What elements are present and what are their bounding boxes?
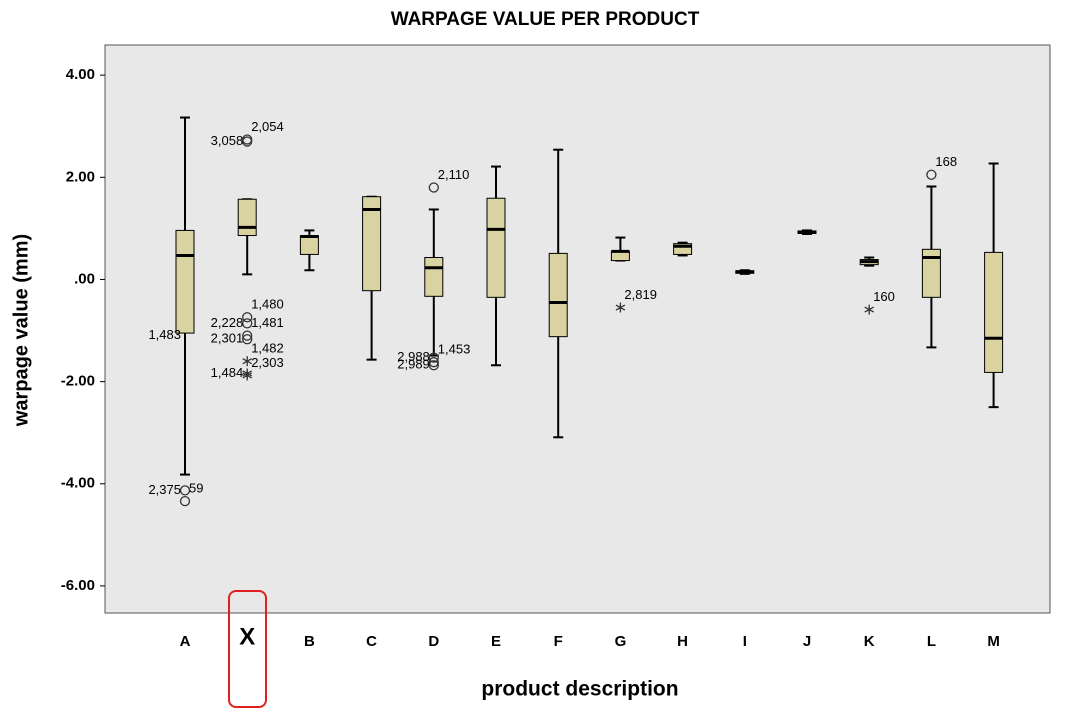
box — [921, 248, 941, 298]
outlier-label: 2,375 — [148, 482, 181, 497]
x-tick-label: F — [554, 633, 563, 650]
x-tick-label: D — [428, 633, 439, 650]
outlier — [428, 360, 439, 371]
x-tick-label: J — [803, 633, 811, 650]
y-tick-label: .00 — [74, 270, 95, 287]
outlier-label: 1,481 — [251, 315, 284, 330]
outlier-label: 59 — [189, 481, 203, 496]
x-tick-label: A — [180, 633, 191, 650]
y-axis-title: warpage value (mm) — [10, 234, 32, 427]
x-tick-label: E — [491, 633, 501, 650]
x-tick-label: M — [987, 633, 1000, 650]
outlier — [242, 318, 253, 329]
box — [424, 256, 444, 297]
outlier-label: 168 — [935, 154, 957, 169]
outlier — [242, 136, 253, 147]
y-tick-label: 4.00 — [66, 66, 95, 83]
chart-title: WARPAGE VALUE PER PRODUCT — [391, 9, 700, 30]
outlier — [179, 495, 191, 507]
outlier — [428, 357, 439, 368]
outlier — [864, 304, 875, 315]
y-tick-label: -2.00 — [61, 373, 95, 390]
x-axis-title: product description — [481, 678, 678, 701]
box — [673, 243, 693, 255]
x-tick-label: X — [239, 623, 255, 650]
y-tick-label: -4.00 — [61, 475, 95, 492]
outlier-label: 3,058 — [211, 133, 244, 148]
plot-area — [104, 44, 1051, 614]
outlier — [242, 312, 253, 323]
outlier — [428, 352, 439, 363]
box — [548, 252, 568, 338]
outlier — [242, 330, 253, 341]
outlier-label: 2,301 — [211, 331, 244, 346]
outlier-label: 2,989 — [397, 357, 430, 372]
box — [984, 251, 1004, 373]
y-tick-label: -6.00 — [61, 577, 95, 594]
outlier-label: 1,483 — [148, 327, 181, 342]
outlier-label: 1,482 — [251, 341, 284, 356]
outlier-label: 1,453 — [438, 342, 471, 357]
x-tick-label: L — [927, 633, 936, 650]
outlier-label: 2,303 — [251, 355, 284, 370]
highlight-box — [228, 590, 267, 708]
outlier-label: 2,988 — [397, 349, 430, 364]
box — [362, 196, 382, 292]
outlier — [428, 182, 439, 193]
outlier — [615, 302, 626, 313]
outlier-label: 1,480 — [251, 297, 284, 312]
outlier — [242, 334, 253, 345]
y-tick-label: 2.00 — [66, 168, 95, 185]
outlier-label: 160 — [873, 289, 895, 304]
x-tick-label: I — [743, 633, 747, 650]
x-tick-label: G — [615, 633, 627, 650]
outlier — [926, 169, 937, 180]
outlier-label: 1,484 — [211, 365, 244, 380]
outlier — [242, 356, 253, 367]
outlier-label: 2,054 — [251, 119, 284, 134]
x-tick-label: H — [677, 633, 688, 650]
x-tick-label: C — [366, 633, 377, 650]
x-tick-label: K — [864, 633, 875, 650]
box — [486, 197, 506, 298]
outlier — [179, 485, 191, 496]
box — [237, 198, 257, 237]
box — [299, 235, 319, 255]
outlier-label: 2,110 — [438, 167, 470, 182]
x-tick-label: B — [304, 633, 315, 650]
box — [175, 229, 195, 334]
outlier-label: 2,228 — [211, 315, 244, 330]
outlier — [242, 370, 253, 381]
outlier-label: 2,819 — [624, 287, 657, 302]
